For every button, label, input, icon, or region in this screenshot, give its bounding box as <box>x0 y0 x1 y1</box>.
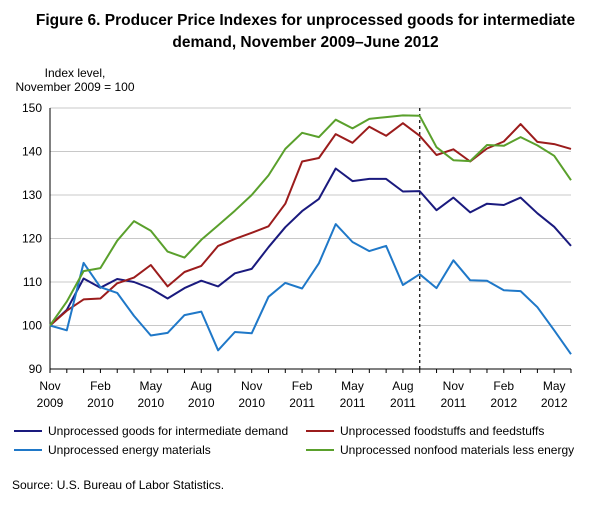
x-tick-label-month: Feb <box>493 379 514 393</box>
x-tick-label-year: 2011 <box>340 396 366 410</box>
x-tick-label-year: 2011 <box>440 396 466 410</box>
x-tick-label-year: 2011 <box>289 396 315 410</box>
y-tick-label: 90 <box>29 362 43 376</box>
x-tick-label-month: Nov <box>241 379 262 393</box>
x-tick-label-month: Feb <box>292 379 313 393</box>
series-line-0 <box>49 167 572 327</box>
x-tick-label-year: 2010 <box>137 396 164 410</box>
x-tick-label-month: Nov <box>39 379 60 393</box>
legend-item-intermediate: Unprocessed goods for intermediate deman… <box>14 424 288 438</box>
chart-title: Figure 6. Producer Price Indexes for unp… <box>0 10 611 54</box>
series-line-3 <box>49 114 572 327</box>
x-tick-label-year: 2009 <box>37 396 64 410</box>
y-axis-label: Index level, November 2009 = 100 <box>10 66 140 94</box>
legend-label: Unprocessed nonfood materials less energ… <box>340 443 575 457</box>
series-line-1 <box>49 122 572 327</box>
x-tick-label-month: May <box>341 379 364 393</box>
x-tick-label-year: 2010 <box>238 396 265 410</box>
legend-item-nonfood: Unprocessed nonfood materials less energ… <box>306 443 574 457</box>
legend-label: Unprocessed goods for intermediate deman… <box>48 424 289 438</box>
title-line-1: Figure 6. Producer Price Indexes for unp… <box>35 12 576 29</box>
legend-item-foodstuffs: Unprocessed foodstuffs and feedstuffs <box>306 424 544 438</box>
y-tick-label: 150 <box>22 101 42 115</box>
x-tick-label-month: Aug <box>191 379 212 393</box>
source-note: Source: U.S. Bureau of Labor Statistics. <box>12 478 225 492</box>
x-tick-label-month: Nov <box>443 379 464 393</box>
legend-swatch <box>306 430 334 432</box>
y-tick-label: 110 <box>23 275 42 289</box>
legend-item-energy: Unprocessed energy materials <box>14 443 211 457</box>
x-tick-label-month: May <box>140 379 163 393</box>
legend-label: Unprocessed energy materials <box>48 443 211 457</box>
title-line-2: demand, November 2009–June 2012 <box>172 34 439 51</box>
legend-swatch <box>306 449 334 451</box>
x-tick-label-year: 2012 <box>490 396 517 410</box>
y-axis-label-line-2: November 2009 = 100 <box>15 80 135 94</box>
x-tick-label-month: Feb <box>90 379 111 393</box>
series-line-2 <box>49 223 572 355</box>
legend-swatch <box>14 449 42 451</box>
x-tick-label-year: 2011 <box>390 396 416 410</box>
x-tick-label-year: 2012 <box>541 396 568 410</box>
legend-swatch <box>14 430 42 432</box>
y-tick-label: 100 <box>22 319 42 333</box>
y-axis-label-line-1: Index level, <box>44 66 106 80</box>
x-tick-label-month: Aug <box>392 379 413 393</box>
line-chart: 90 100 110 120 130 140 150 Nov 2009 Feb 2010 May 201… <box>22 101 572 410</box>
y-tick-label: 140 <box>22 145 42 159</box>
x-tick-label-year: 2010 <box>87 396 114 410</box>
y-tick-label: 130 <box>22 188 42 202</box>
legend-label: Unprocessed foodstuffs and feedstuffs <box>340 424 545 438</box>
x-tick-label-month: May <box>543 379 566 393</box>
y-tick-label: 120 <box>22 232 42 246</box>
x-tick-label-year: 2010 <box>188 396 215 410</box>
